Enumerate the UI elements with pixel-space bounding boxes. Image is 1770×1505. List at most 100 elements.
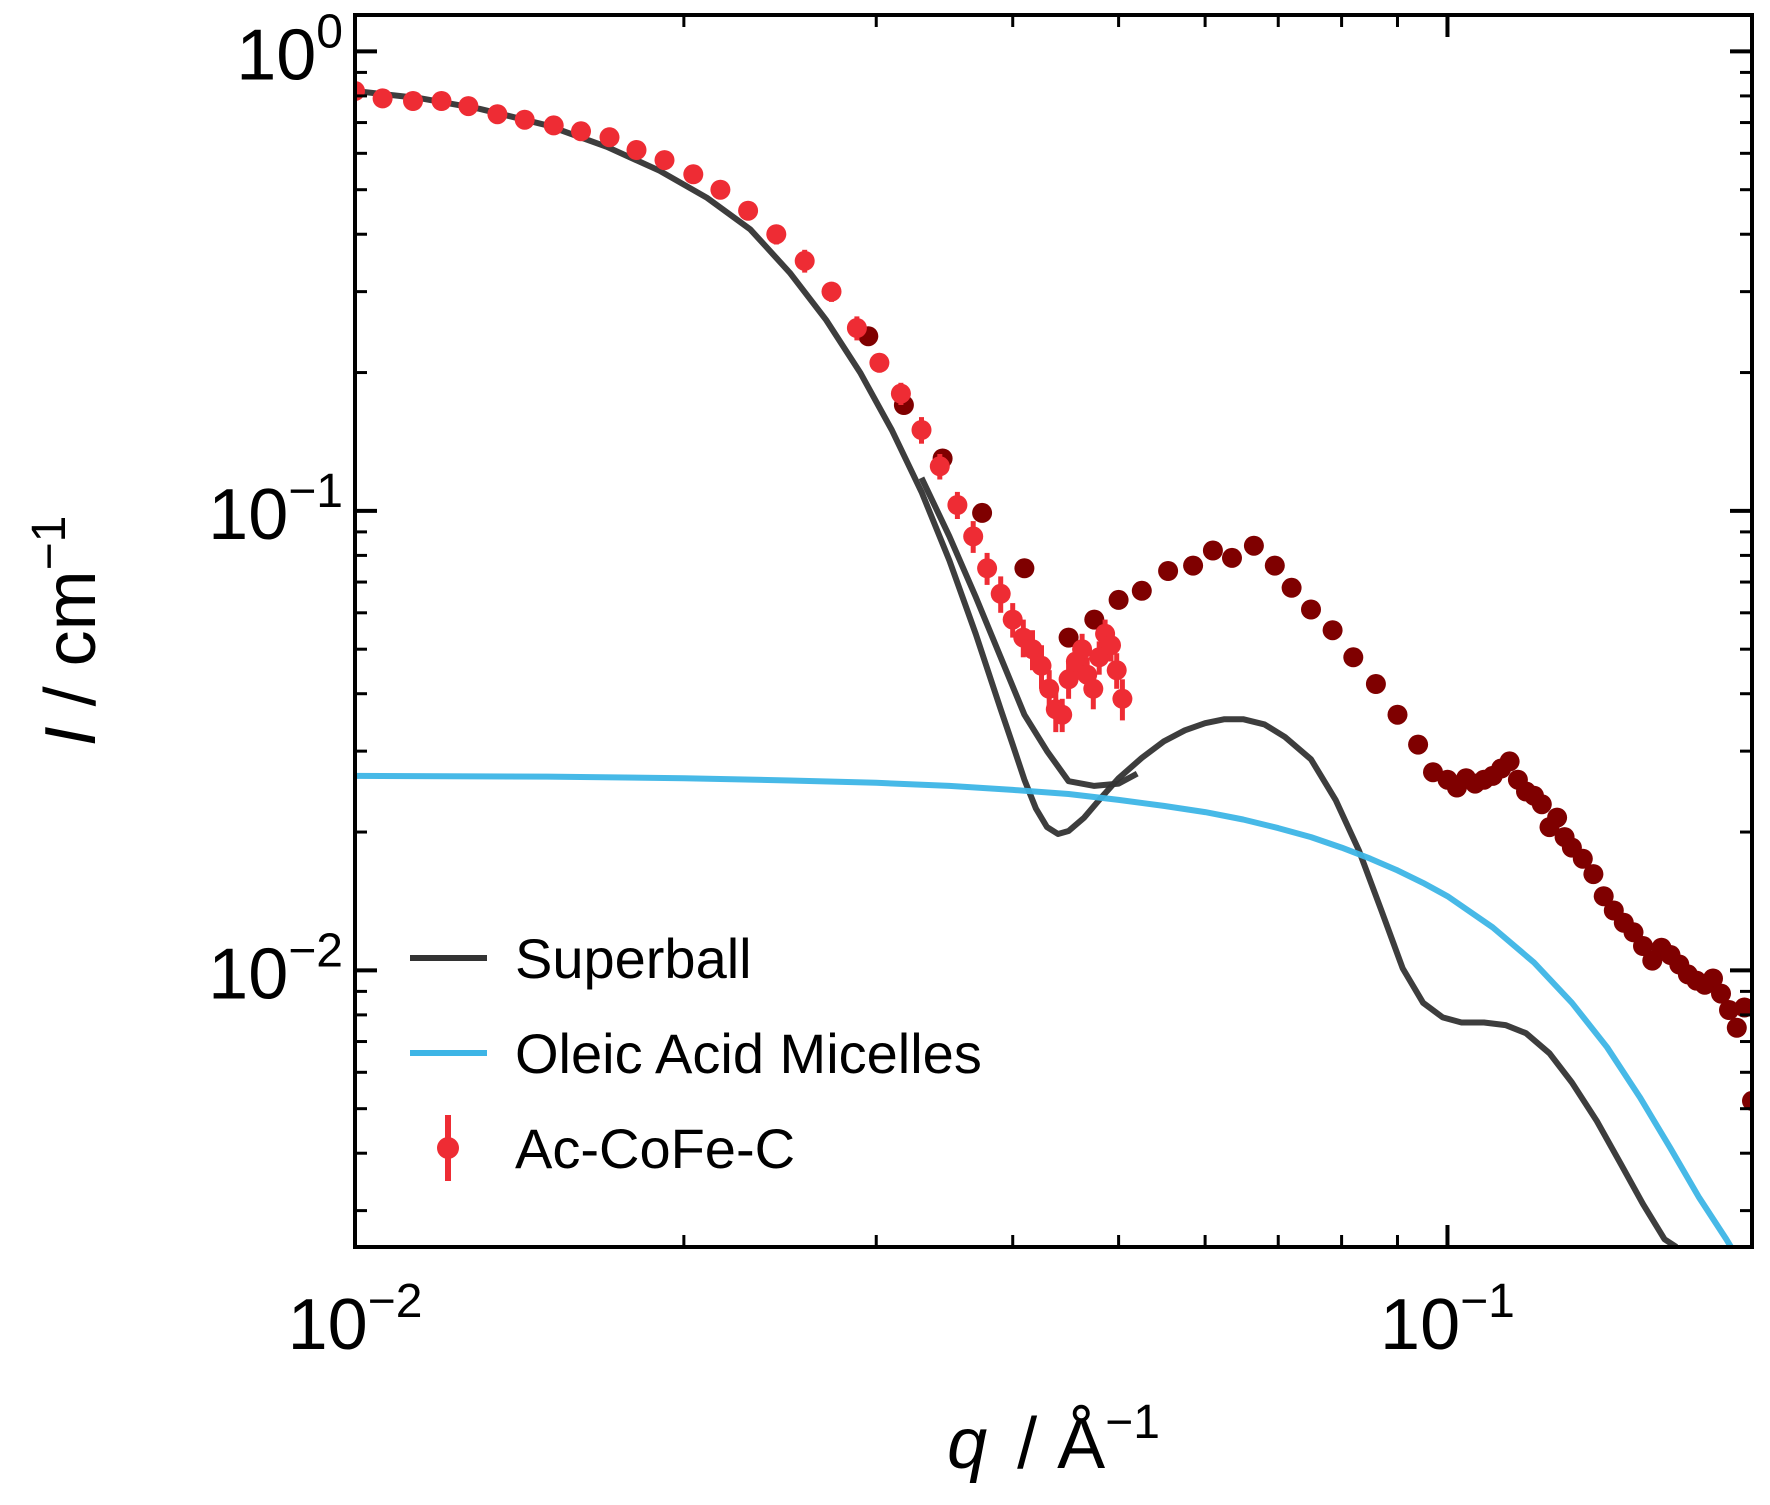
- data-point: [431, 91, 452, 111]
- series-line-superball: [355, 88, 1679, 1247]
- series-line-oleic-acid-micelles: [355, 772, 1735, 1247]
- data-point: [846, 318, 867, 338]
- data-point-high-q: [1301, 599, 1321, 620]
- y-tick-label-base: 10: [236, 15, 316, 95]
- data-point-high-q: [1365, 674, 1386, 694]
- legend-item-micelles: Oleic Acid Micelles: [410, 1022, 982, 1085]
- data-point-high-q: [1387, 704, 1408, 725]
- y-tick-label: 10−1: [208, 465, 343, 555]
- data-point-high-q: [1408, 734, 1429, 755]
- data-point: [599, 127, 620, 148]
- data-point-high-q: [1222, 547, 1242, 568]
- plot-frame: [353, 13, 1754, 1249]
- data-point: [514, 109, 535, 130]
- data-point: [654, 150, 675, 171]
- data-point-high-q: [1131, 580, 1152, 601]
- x-tick-label-exp: −1: [1460, 1275, 1515, 1328]
- data-layer: [355, 81, 1752, 1247]
- x-axis-label-unit: Å: [1057, 1404, 1105, 1484]
- y-axis-label: I / cm−1: [23, 516, 111, 747]
- data-point-high-q: [1703, 968, 1723, 989]
- data-point-high-q: [972, 502, 993, 523]
- data-point-high-q: [1202, 540, 1223, 561]
- legend-label-ac-cofe-c: Ac-CoFe-C: [515, 1117, 795, 1180]
- x-tick-label-exp: −2: [368, 1275, 423, 1328]
- data-point: [890, 383, 911, 404]
- data-point: [766, 224, 787, 245]
- x-axis-label-exp: −1: [1105, 1396, 1160, 1449]
- y-tick-label-base: 10: [208, 934, 288, 1014]
- data-point: [929, 456, 950, 477]
- legend-item-superball: Superball: [410, 927, 752, 990]
- data-point: [963, 526, 984, 547]
- y-tick-label-base: 10: [208, 475, 288, 555]
- data-point-high-q: [1531, 794, 1552, 815]
- data-point: [947, 495, 968, 515]
- y-axis-label-unit: cm: [31, 570, 111, 666]
- legend-label-micelles: Oleic Acid Micelles: [515, 1022, 982, 1085]
- data-point: [794, 250, 815, 271]
- x-axis-label: q / Å−1: [947, 1396, 1160, 1484]
- y-tick-label-exp: 0: [316, 5, 343, 58]
- x-axis-label-symbol: q: [947, 1404, 987, 1484]
- data-point: [543, 115, 564, 136]
- data-point: [458, 96, 479, 117]
- data-point: [1083, 678, 1104, 699]
- data-point: [1022, 639, 1043, 660]
- data-point: [990, 583, 1011, 604]
- data-point: [911, 420, 932, 440]
- data-point-high-q: [1158, 561, 1179, 581]
- data-point-high-q: [1183, 555, 1204, 576]
- data-point: [738, 200, 759, 221]
- data-point-high-q: [1264, 555, 1285, 576]
- data-point: [1052, 704, 1073, 725]
- data-point: [869, 352, 890, 373]
- data-point: [1101, 635, 1121, 656]
- data-point-high-q: [1719, 1000, 1739, 1020]
- data-point-high-q: [1058, 627, 1079, 648]
- data-point-high-q: [1633, 936, 1653, 956]
- x-tick-label: 10−1: [1380, 1275, 1515, 1365]
- data-point: [1106, 660, 1127, 681]
- data-point-high-q: [1014, 558, 1035, 579]
- legend-swatch-marker: [437, 1137, 459, 1159]
- data-point-high-q: [1547, 807, 1568, 828]
- x-tick-label-base: 10: [1380, 1285, 1460, 1365]
- x-tick-label-base: 10: [288, 1285, 368, 1365]
- data-point: [710, 179, 731, 200]
- data-point-high-q: [1711, 983, 1731, 1004]
- data-point: [1002, 609, 1023, 630]
- y-tick-label: 10−2: [208, 924, 343, 1014]
- data-point: [1072, 639, 1093, 660]
- y-axis-label-symbol: I: [31, 726, 111, 746]
- y-tick-label: 100: [236, 5, 343, 95]
- data-point-high-q: [1343, 647, 1364, 668]
- data-point: [487, 104, 508, 125]
- data-point-high-q: [1108, 589, 1129, 610]
- data-point: [1031, 655, 1052, 676]
- data-point-high-q: [1572, 848, 1593, 869]
- data-point: [683, 164, 704, 185]
- data-point: [571, 121, 591, 142]
- tick-layer: [353, 15, 1752, 1247]
- data-point-high-q: [1726, 1017, 1747, 1038]
- data-point: [626, 140, 647, 160]
- data-point-high-q: [1742, 1090, 1752, 1111]
- data-point-high-q: [1084, 609, 1105, 630]
- x-tick-label: 10−2: [288, 1275, 423, 1365]
- data-point: [821, 281, 842, 302]
- y-tick-label-exp: −1: [288, 465, 343, 518]
- data-point-high-q: [1734, 997, 1752, 1018]
- data-point-high-q: [1322, 620, 1343, 641]
- data-point-high-q: [1243, 535, 1264, 556]
- data-point-high-q: [1583, 864, 1604, 885]
- legend-label-superball: Superball: [515, 927, 752, 990]
- data-point: [977, 558, 998, 579]
- data-point-high-q: [1499, 751, 1520, 772]
- data-point: [403, 91, 423, 111]
- legend-item-ac-cofe-c: Ac-CoFe-C: [437, 1115, 795, 1181]
- y-axis-label-exp: −1: [23, 516, 76, 571]
